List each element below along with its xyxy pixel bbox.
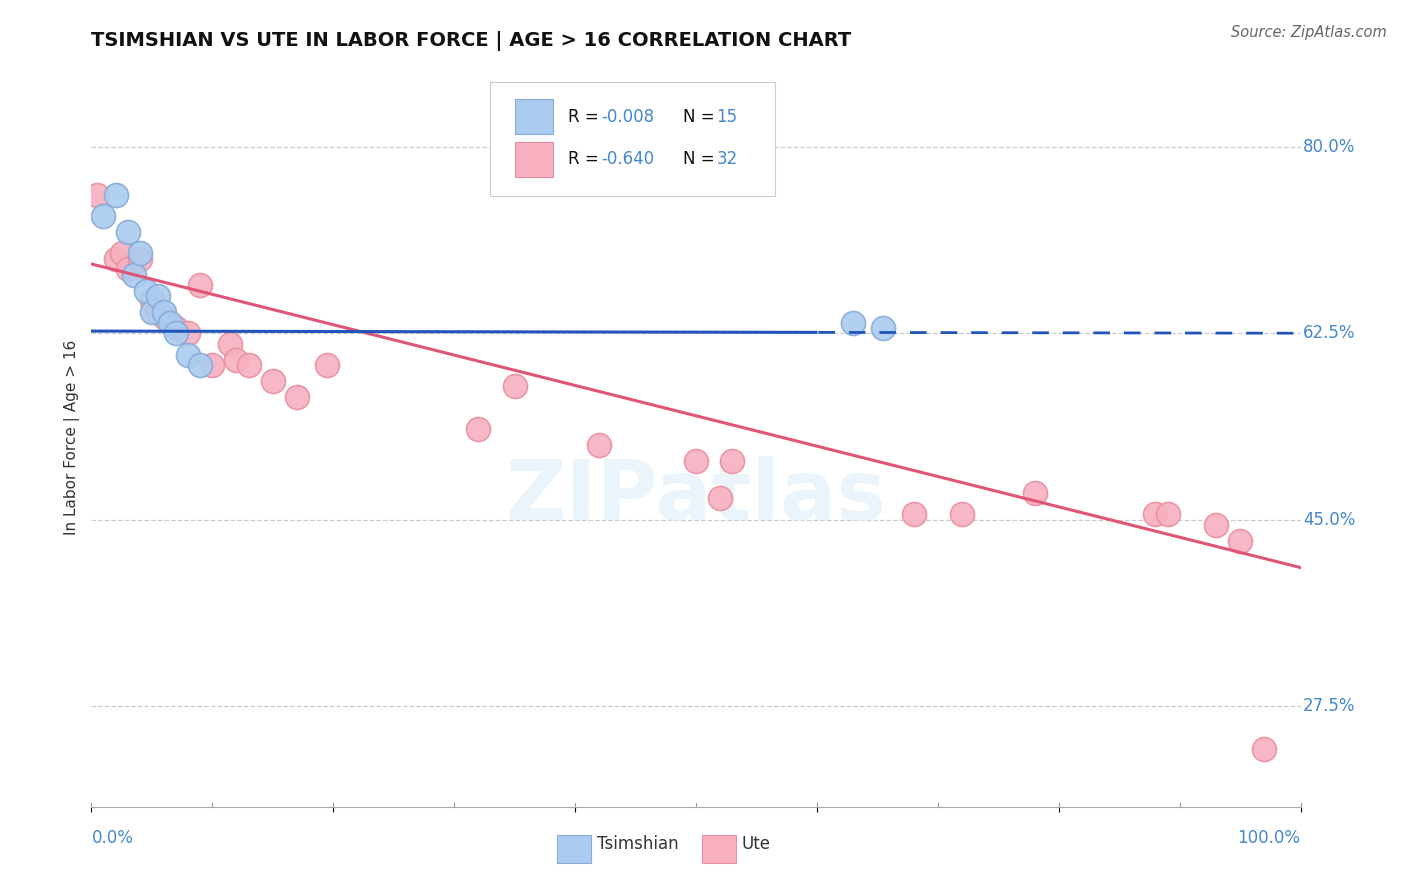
Point (842, 316, 865, 330)
Point (165, 326, 187, 341)
Text: 80.0%: 80.0% (1303, 137, 1355, 156)
Point (117, 225, 139, 239)
Point (1024, 486, 1046, 500)
Point (219, 337, 242, 351)
Point (128, 246, 150, 260)
Point (146, 305, 169, 319)
Text: 15: 15 (717, 108, 738, 126)
Text: Ute: Ute (742, 835, 770, 854)
Point (86, 187, 108, 202)
Text: TSIMSHIAN VS UTE IN LABOR FORCE | AGE > 16 CORRELATION CHART: TSIMSHIAN VS UTE IN LABOR FORCE | AGE > … (91, 31, 852, 51)
Text: -0.640: -0.640 (602, 151, 655, 169)
Bar (515, 99, 554, 135)
Text: 0.0%: 0.0% (91, 830, 134, 847)
Text: -0.008: -0.008 (602, 108, 655, 126)
Point (117, 262, 139, 277)
Point (177, 347, 200, 361)
Text: Source: ZipAtlas.com: Source: ZipAtlas.com (1230, 25, 1386, 40)
Point (111, 246, 132, 260)
Point (316, 358, 339, 372)
Text: N =: N = (683, 151, 720, 169)
Bar (515, 142, 554, 178)
Point (159, 316, 181, 330)
Point (153, 305, 176, 319)
Point (1205, 518, 1227, 533)
Point (1144, 508, 1167, 522)
Text: R =: R = (568, 151, 603, 169)
Point (950, 508, 973, 522)
Bar (702, 835, 735, 863)
Point (503, 379, 526, 393)
Text: 100.0%: 100.0% (1237, 830, 1301, 847)
Point (188, 278, 211, 293)
Point (93, 209, 115, 223)
Point (153, 310, 176, 325)
Text: Tsimshian: Tsimshian (596, 835, 679, 854)
Text: ZIPatlas: ZIPatlas (506, 456, 886, 537)
Point (1156, 508, 1178, 522)
Point (104, 252, 127, 266)
Point (588, 438, 610, 452)
Point (709, 491, 731, 506)
Point (872, 321, 894, 335)
Point (128, 252, 150, 266)
Point (1229, 533, 1251, 548)
Point (467, 422, 489, 436)
Point (141, 305, 163, 319)
Bar (557, 835, 591, 863)
Text: R =: R = (568, 108, 603, 126)
FancyBboxPatch shape (491, 82, 775, 196)
Point (135, 284, 157, 298)
Point (225, 352, 247, 367)
Point (903, 508, 925, 522)
Text: 62.5%: 62.5% (1303, 324, 1355, 343)
Point (262, 374, 284, 388)
Y-axis label: In Labor Force | Age > 16: In Labor Force | Age > 16 (65, 340, 80, 534)
Point (238, 358, 260, 372)
Point (146, 289, 169, 303)
Point (685, 454, 707, 468)
Point (141, 294, 163, 309)
Point (201, 358, 224, 372)
Point (122, 268, 145, 282)
Point (188, 358, 211, 372)
Point (1253, 741, 1275, 756)
Text: N =: N = (683, 108, 720, 126)
Point (177, 326, 200, 341)
Text: 32: 32 (717, 151, 738, 169)
Point (165, 321, 187, 335)
Text: 27.5%: 27.5% (1303, 697, 1355, 715)
Point (104, 187, 127, 202)
Point (285, 390, 308, 404)
Text: 45.0%: 45.0% (1303, 510, 1355, 529)
Point (721, 454, 744, 468)
